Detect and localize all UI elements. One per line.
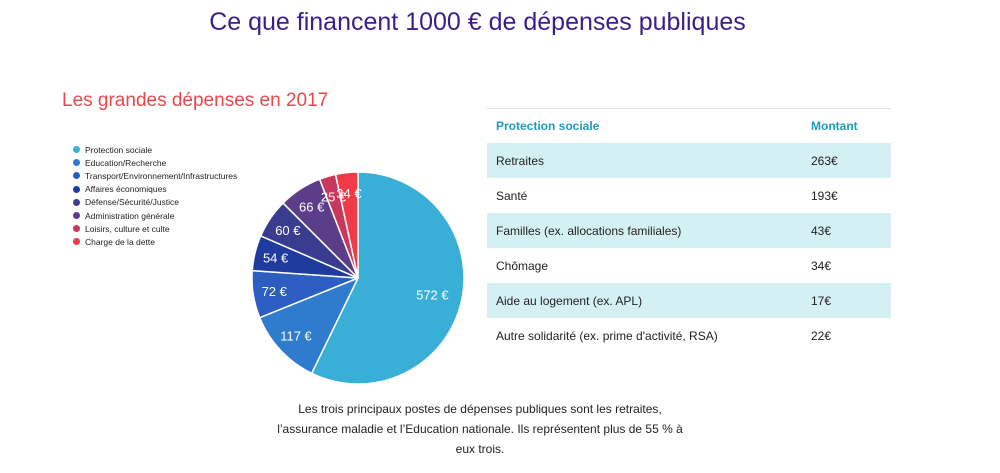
- legend-swatch: [73, 159, 80, 167]
- legend-item[interactable]: Education/Recherche: [73, 156, 237, 169]
- table-cell-label: Familles (ex. allocations familiales): [496, 223, 682, 238]
- footnote-text: Les trois principaux postes de dépenses …: [277, 402, 683, 456]
- page-title: Ce que financent 1000 € de dépenses publ…: [209, 8, 746, 36]
- table-header-row: Protection sociale Montant: [487, 109, 891, 143]
- chart-legend: Protection sociale Education/Recherche Tra…: [73, 143, 237, 249]
- table-row: Familles (ex. allocations familiales) 43…: [487, 213, 891, 248]
- table-row: Aide au logement (ex. APL) 17€: [487, 283, 891, 318]
- table-cell-label: Santé: [496, 188, 528, 203]
- pie-slice[interactable]: [334, 171, 359, 279]
- legend-label: Administration générale: [85, 210, 175, 221]
- legend-label: Charge de la dette: [85, 236, 155, 247]
- table-cell-amount: 263€: [811, 153, 838, 168]
- table-cell-amount: 193€: [811, 188, 838, 203]
- legend-item[interactable]: Administration générale: [73, 209, 237, 222]
- table-row: Autre solidarité (ex. prime d'activité, …: [487, 318, 891, 353]
- legend-item[interactable]: Affaires économiques: [73, 183, 237, 196]
- legend-item[interactable]: Protection sociale: [73, 143, 237, 156]
- slice-data-label: 54 €: [263, 250, 289, 265]
- legend-item[interactable]: Transport/Environnement/Infrastructures: [73, 169, 237, 182]
- legend-label: Protection sociale: [85, 144, 153, 155]
- slice-data-label: 572 €: [416, 288, 449, 303]
- legend-label: Loisirs, culture et culte: [85, 223, 170, 234]
- table-cell-label: Aide au logement (ex. APL): [496, 293, 643, 308]
- table-row: Santé 193€: [487, 178, 891, 213]
- slice-data-label: 25 €: [321, 189, 347, 204]
- legend-label: Transport/Environnement/Infrastructures: [85, 170, 238, 181]
- legend-swatch: [73, 225, 80, 233]
- pie-slice[interactable]: [258, 276, 360, 375]
- pie-slice[interactable]: [310, 171, 465, 385]
- slice-data-label: 34 €: [336, 186, 362, 201]
- legend-label: Défense/Sécurité/Justice: [85, 197, 180, 208]
- legend-swatch: [73, 212, 80, 220]
- legend-swatch: [73, 198, 80, 206]
- legend-label: Education/Recherche: [85, 157, 167, 168]
- table-cell-label: Chômage: [496, 258, 549, 273]
- table-cell-label: Autre solidarité (ex. prime d'activité, …: [496, 328, 718, 343]
- breakdown-table: Protection sociale Montant Retraites 263…: [487, 108, 891, 353]
- legend-swatch: [73, 185, 80, 193]
- table-header-amount: Montant: [811, 119, 858, 133]
- pie-chart: 572 € 117 € 72 € 54 € 60 € 66 €25 €34 €: [251, 171, 465, 385]
- legend-item[interactable]: Défense/Sécurité/Justice: [73, 196, 237, 209]
- table-row: Retraites 263€: [487, 143, 891, 178]
- legend-item[interactable]: Charge de la dette: [73, 235, 237, 248]
- slice-data-label: 117 €: [280, 328, 312, 343]
- slice-data-label: 72 €: [262, 284, 288, 299]
- table-cell-amount: 43€: [811, 223, 832, 238]
- table-row: Chômage 34€: [487, 248, 891, 283]
- chart-title: Les grandes dépenses en 2017: [62, 90, 329, 111]
- legend-swatch: [73, 172, 80, 180]
- table-header-category: Protection sociale: [496, 119, 600, 133]
- legend-swatch: [73, 146, 80, 154]
- table-cell-amount: 34€: [811, 258, 832, 273]
- legend-swatch: [73, 238, 80, 246]
- slice-data-label: 60 €: [275, 223, 301, 238]
- table-cell-amount: 22€: [811, 328, 832, 343]
- slice-data-label: 66 €: [299, 199, 325, 214]
- table-cell-amount: 17€: [811, 293, 832, 308]
- legend-item[interactable]: Loisirs, culture et culte: [73, 222, 237, 235]
- table-cell-label: Retraites: [496, 153, 545, 168]
- legend-label: Affaires économiques: [85, 184, 167, 195]
